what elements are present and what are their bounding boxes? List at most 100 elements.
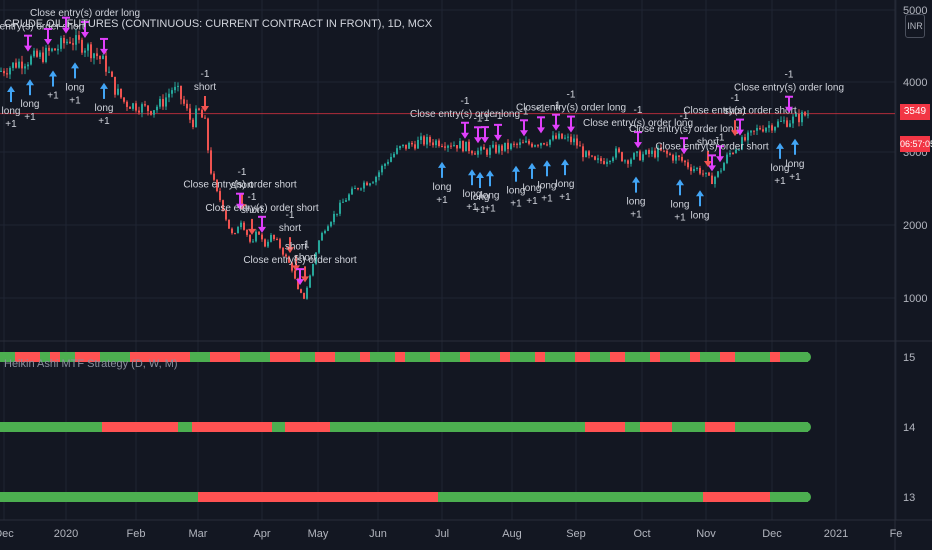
x-tick-label: Nov (696, 528, 716, 540)
close-signal-label: -1 (520, 106, 529, 117)
candle-body (663, 150, 665, 152)
strip-segment (770, 352, 780, 362)
strip-segment (0, 422, 102, 432)
x-tick-label: May (308, 528, 329, 540)
candle-body (0, 70, 2, 72)
y-tick-label: 4000 (903, 77, 927, 89)
short-arrow-head (731, 130, 739, 137)
candle-body (237, 227, 239, 234)
long-arrow-head (468, 169, 476, 176)
candle-body (744, 137, 746, 141)
close-signal-label: -1 (494, 111, 503, 122)
x-tick-label: Dec (762, 528, 782, 540)
candle-body (243, 222, 245, 230)
close-arrow-head (520, 130, 528, 137)
strip-segment (575, 352, 590, 362)
candle-body (213, 173, 215, 180)
candle-body (774, 126, 776, 131)
candle-body (159, 98, 161, 107)
candle-body (57, 48, 59, 51)
long-arrow-head (486, 170, 494, 177)
long-arrow-head (528, 162, 536, 169)
candle-body (48, 47, 50, 51)
candle-body (603, 161, 605, 164)
candle-body (231, 228, 233, 234)
long-arrow-head (7, 86, 15, 93)
candle-body (630, 159, 632, 164)
strip-segment (405, 352, 430, 362)
candle-body (471, 151, 473, 154)
long-arrow-head (561, 159, 569, 166)
strip-segment (0, 352, 15, 362)
strip-scale-label: 13 (903, 492, 915, 504)
candle-body (219, 191, 221, 201)
candle-body (6, 73, 8, 75)
long-signal-label: +1 (541, 193, 553, 204)
long-arrow-head (512, 165, 520, 172)
candle-body (93, 53, 95, 59)
strip-segment (192, 422, 272, 432)
candle-body (522, 142, 524, 144)
currency-badge[interactable]: INR (905, 14, 925, 38)
candle-body (432, 142, 434, 146)
candle-body (27, 64, 29, 67)
candle-body (66, 41, 68, 44)
candle-body (705, 172, 707, 174)
candle-body (447, 145, 449, 148)
candle-body (687, 162, 689, 168)
candle-body (258, 231, 260, 235)
long-signal-label: long (771, 163, 790, 174)
short-signal-label: -1 (286, 210, 295, 221)
candle-body (318, 240, 320, 253)
strip-segment (0, 492, 198, 502)
close-signal-label: Close entry(s) order short (183, 180, 297, 191)
long-signal-label: long (463, 189, 482, 200)
candle-body (492, 144, 494, 148)
candle-body (285, 254, 287, 257)
candle-body (102, 55, 104, 60)
x-tick-label: 2020 (54, 528, 78, 540)
candle-body (90, 44, 92, 59)
long-arrow-head (776, 142, 784, 149)
strip-segment (460, 352, 470, 362)
candle-body (654, 150, 656, 158)
candle-body (504, 142, 506, 151)
candle-body (765, 127, 767, 132)
candle-body (15, 62, 17, 68)
candle-body (249, 234, 251, 242)
candle-body (474, 153, 476, 155)
candle-body (753, 130, 755, 132)
long-signal-label: long (556, 179, 575, 190)
candle-body (222, 200, 224, 211)
close-arrow-head (100, 48, 108, 55)
long-arrow-head (49, 70, 57, 77)
candle-body (777, 121, 779, 127)
close-arrow-head (537, 127, 545, 134)
candle-body (615, 148, 617, 158)
candle-body (717, 171, 719, 177)
candle-body (84, 50, 86, 53)
candle-body (63, 37, 65, 44)
candle-body (51, 48, 53, 51)
candle-body (501, 145, 503, 151)
long-signal-label: long (66, 82, 85, 93)
candle-body (543, 143, 545, 145)
strip-segment (198, 492, 438, 502)
candle-body (570, 136, 572, 143)
candle-body (735, 149, 737, 154)
candle-body (792, 116, 794, 124)
close-signal-label: -1 (785, 70, 794, 81)
candle-body (369, 183, 371, 186)
short-signal-label: short (194, 82, 216, 93)
candle-body (549, 139, 551, 145)
y-tick-label: 1000 (903, 293, 927, 305)
candle-body (372, 182, 374, 184)
long-arrow-head (476, 172, 484, 178)
strip-segment (535, 352, 545, 362)
candle-body (576, 138, 578, 146)
close-signal-label: Close entry(s) order long (734, 83, 844, 94)
short-signal-label: -1 (301, 239, 310, 250)
candle-body (45, 47, 47, 62)
candle-body (414, 144, 416, 149)
